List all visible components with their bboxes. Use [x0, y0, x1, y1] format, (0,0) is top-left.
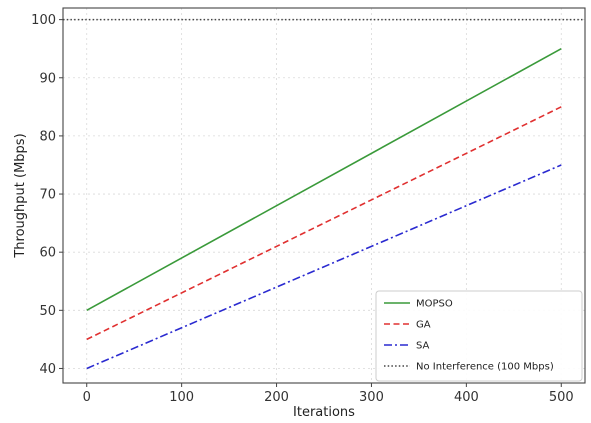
legend-box [375, 290, 583, 382]
y-tick-label: 80 [39, 129, 56, 144]
legend-label: SA [416, 341, 430, 352]
series-line-mopso [86, 47, 562, 312]
y-tick-label: 40 [39, 362, 56, 377]
y-axis-ticks: 40 50 60 70 80 90 100 [31, 13, 63, 377]
x-tick-label: 500 [549, 390, 574, 405]
x-axis-ticks: 0 100 200 300 400 500 [83, 383, 574, 405]
legend-label: No Interference (100 Mbps) [416, 362, 554, 373]
x-axis-label: Iterations [293, 405, 355, 420]
y-tick-label: 100 [31, 13, 56, 28]
legend-entries: MOPSO GA SA No Interference (100 Mbps) [384, 299, 554, 373]
x-tick-label: 400 [454, 390, 479, 405]
y-tick-label: 90 [39, 71, 56, 86]
x-tick-label: 300 [359, 390, 384, 405]
legend-label: MOPSO [416, 299, 453, 310]
data-series [86, 47, 562, 370]
y-axis-label: Throughput (Mbps) [13, 133, 28, 258]
legend-label: GA [416, 320, 431, 331]
x-tick-label: 0 [83, 390, 91, 405]
x-tick-label: 200 [264, 390, 289, 405]
x-tick-label: 100 [169, 390, 194, 405]
y-tick-label: 50 [39, 304, 56, 319]
y-tick-label: 60 [39, 246, 56, 261]
series-line-sa [86, 164, 562, 370]
legend: MOPSO GA SA No Interference (100 Mbps) [375, 290, 583, 382]
grid [63, 8, 585, 383]
series-line-ga [86, 106, 562, 341]
y-tick-label: 70 [39, 188, 56, 203]
plot-frame [62, 7, 586, 384]
